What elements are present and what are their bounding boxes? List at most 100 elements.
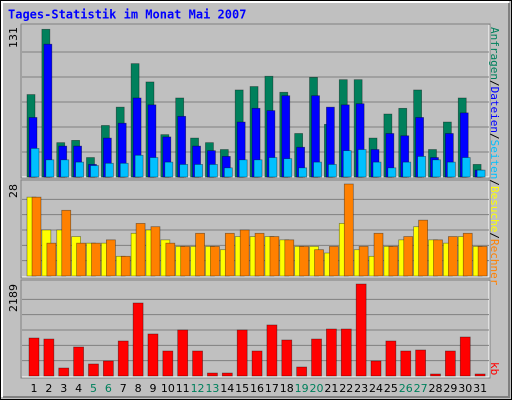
bar <box>210 246 220 277</box>
bar <box>402 161 412 178</box>
x-tick-label: 10 <box>161 382 175 395</box>
bar <box>461 157 471 178</box>
bar <box>195 232 205 277</box>
bar <box>102 360 114 377</box>
x-tick-label: 3 <box>60 382 67 395</box>
bar <box>313 161 322 178</box>
x-tick-label: 28 <box>428 382 442 395</box>
x-tick-label: 24 <box>369 382 383 395</box>
x-tick-label: 16 <box>250 382 264 395</box>
x-tick-label: 11 <box>176 382 190 395</box>
bar <box>329 246 339 277</box>
legend: Anfragen/Dateien/Seiten/Besuche/Rechner <box>488 27 501 286</box>
legend-separator: / <box>488 232 501 239</box>
bar <box>298 167 308 178</box>
bar <box>73 346 84 377</box>
x-tick-label: 6 <box>105 382 112 395</box>
bar <box>253 159 263 178</box>
bar <box>355 283 367 377</box>
legend-separator: / <box>488 133 501 140</box>
bar <box>357 149 367 178</box>
x-tick-label: 29 <box>443 382 457 395</box>
bar <box>477 246 488 277</box>
bar <box>388 246 399 277</box>
bar <box>342 150 352 178</box>
bar <box>403 236 414 277</box>
bar <box>45 159 55 178</box>
bar <box>75 161 84 178</box>
chart-title: Tages-Statistik im Monat Mai 2007 <box>8 8 246 22</box>
bar <box>462 232 473 277</box>
bar <box>117 340 129 377</box>
x-tick-label: 12 <box>191 382 205 395</box>
bar <box>28 337 40 377</box>
x-tick-label: 15 <box>235 382 249 395</box>
bar <box>224 232 235 277</box>
y-tick-label: 131 <box>7 27 20 48</box>
x-tick-label: 30 <box>458 382 472 395</box>
bar <box>90 165 99 178</box>
bar <box>194 164 203 178</box>
bar <box>447 161 456 178</box>
bar <box>209 164 218 178</box>
bar <box>43 338 55 377</box>
x-tick-label: 26 <box>399 382 413 395</box>
bevel-dark <box>3 3 510 398</box>
x-tick-label: 4 <box>75 382 82 395</box>
bar <box>358 246 369 277</box>
x-tick-label: 9 <box>149 382 156 395</box>
bar <box>149 157 159 178</box>
bar <box>251 350 263 377</box>
legend-separator: / <box>488 179 501 186</box>
bar <box>43 43 53 178</box>
x-tick-label: 2 <box>45 382 52 395</box>
x-tick-label: 8 <box>135 382 142 395</box>
x-tick-label: 20 <box>310 382 324 395</box>
bar <box>433 239 443 277</box>
bar <box>432 159 441 178</box>
bar <box>418 219 428 277</box>
bar <box>476 169 486 178</box>
bar <box>236 329 248 377</box>
bar <box>459 336 471 377</box>
bar <box>134 154 144 178</box>
x-tick-label: 31 <box>473 382 487 395</box>
legend-item: kb <box>488 362 501 375</box>
bar <box>239 229 250 277</box>
bar <box>415 349 426 377</box>
bar <box>119 162 129 178</box>
bar <box>164 161 174 178</box>
y-tick-label: 28 <box>7 184 20 198</box>
x-tick-label: 17 <box>265 382 279 395</box>
bar <box>179 164 189 178</box>
bar <box>147 333 159 377</box>
legend-item: Seiten <box>488 140 501 180</box>
bar <box>373 232 384 277</box>
bar <box>31 196 42 277</box>
bar <box>268 157 278 178</box>
bar <box>299 246 310 277</box>
legend-separator: / <box>488 80 501 87</box>
bar <box>296 366 308 377</box>
bar <box>328 164 337 178</box>
bar <box>283 158 293 178</box>
bar <box>314 249 324 277</box>
x-tick-label: 21 <box>324 382 338 395</box>
bar <box>417 156 426 178</box>
bar <box>221 372 233 377</box>
bar <box>387 167 397 178</box>
x-tick-label: 27 <box>414 382 428 395</box>
x-tick-label: 13 <box>205 382 219 395</box>
bar <box>192 350 203 377</box>
bar <box>46 242 57 277</box>
legend-item: Besuche <box>488 186 501 232</box>
bar <box>385 340 397 377</box>
bar <box>370 360 382 377</box>
panel-bevel <box>22 281 490 378</box>
bar <box>238 159 248 178</box>
bar <box>311 338 322 377</box>
bar <box>88 363 99 377</box>
bar <box>135 223 146 277</box>
